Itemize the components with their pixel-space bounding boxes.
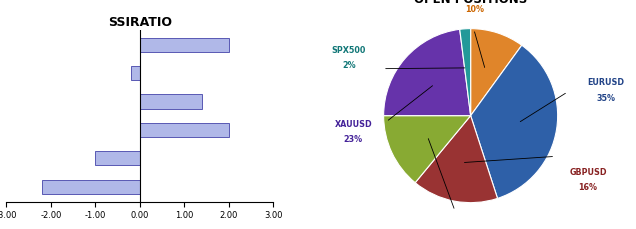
Bar <box>42 180 140 194</box>
Wedge shape <box>384 29 471 116</box>
Text: 2%: 2% <box>342 61 356 70</box>
Wedge shape <box>471 45 558 198</box>
Bar <box>131 66 140 80</box>
Text: 10%: 10% <box>466 5 485 14</box>
Wedge shape <box>384 116 471 183</box>
Bar <box>140 38 229 52</box>
Text: 35%: 35% <box>596 94 615 103</box>
Bar <box>140 94 202 109</box>
Text: XAUUSD: XAUUSD <box>335 120 372 129</box>
Bar <box>140 123 229 137</box>
Text: GBPUSD: GBPUSD <box>569 168 607 177</box>
Bar <box>95 151 140 165</box>
Wedge shape <box>415 116 497 203</box>
Title: SSIRATIO: SSIRATIO <box>108 16 172 29</box>
Wedge shape <box>471 29 522 116</box>
Title: OPEN POSITIONS: OPEN POSITIONS <box>414 0 527 6</box>
Text: SPX500: SPX500 <box>331 46 366 55</box>
Text: 16%: 16% <box>579 183 598 191</box>
Wedge shape <box>460 29 471 116</box>
Text: 23%: 23% <box>343 135 363 144</box>
Text: EURUSD: EURUSD <box>587 78 624 87</box>
